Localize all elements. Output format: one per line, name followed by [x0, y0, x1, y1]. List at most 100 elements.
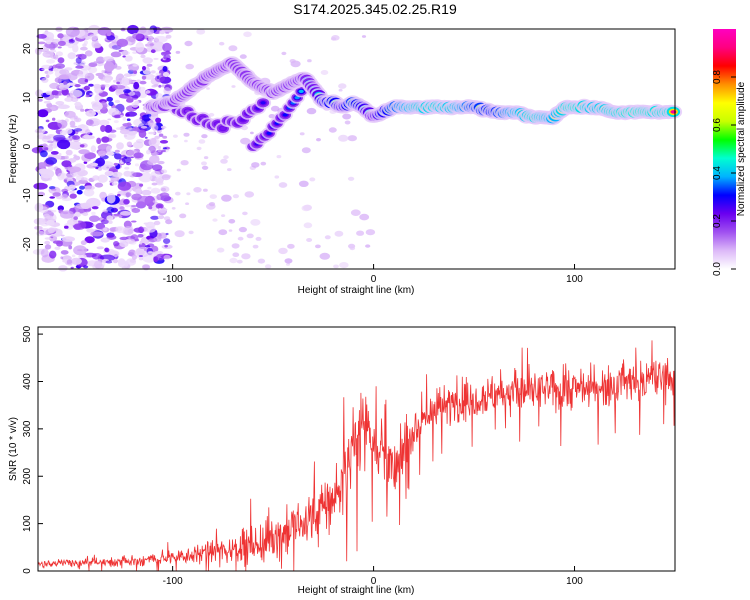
noise-blob: [158, 84, 162, 88]
noise-blob: [70, 257, 82, 265]
noise-blob: [93, 83, 102, 89]
faint-blob: [241, 253, 251, 260]
faint-blob: [274, 175, 280, 179]
snr-x-ticks: -100 0 100: [163, 566, 583, 587]
faint-blob: [281, 51, 287, 56]
noise-blob: [154, 176, 165, 184]
faint-blob: [221, 194, 232, 202]
noise-blob: [100, 237, 110, 243]
x-tick-label: 100: [566, 576, 583, 587]
noise-blob: [113, 120, 119, 124]
snr-frame: [37, 326, 676, 572]
noise-blob: [75, 65, 84, 69]
noise-blob: [111, 171, 123, 177]
faint-blob: [157, 149, 162, 153]
faint-blob: [153, 220, 161, 226]
noise-blob: [92, 118, 98, 122]
noise-blob: [123, 89, 131, 94]
noise-blob: [55, 101, 65, 106]
noise-blob: [44, 244, 52, 250]
noise-blob: [79, 185, 85, 190]
faint-blob: [196, 146, 202, 151]
x-tick-label: 100: [566, 274, 583, 285]
noise-blob: [131, 254, 137, 260]
noise-blob: [137, 195, 152, 206]
faint-blob: [306, 238, 313, 242]
noise-blob: [108, 101, 114, 107]
noise-blob: [75, 118, 80, 122]
noise-blob: [70, 96, 79, 102]
noise-blob: [117, 181, 132, 191]
noise-blob: [106, 35, 116, 41]
faint-blob: [333, 264, 339, 269]
noise-blob: [59, 82, 64, 86]
noise-blob: [127, 252, 134, 256]
noise-blob: [98, 167, 102, 171]
faint-blob: [264, 264, 272, 269]
noise-blob: [140, 125, 148, 129]
noise-blob: [148, 35, 154, 42]
faint-blob: [309, 177, 316, 182]
noise-blob: [154, 74, 165, 83]
noise-blob: [55, 51, 64, 57]
noise-blob: [126, 98, 134, 103]
y-tick-label: 0: [22, 568, 33, 574]
noise-blob: [86, 228, 95, 233]
noise-blob: [55, 63, 65, 69]
noise-blob: [130, 204, 138, 208]
noise-blob: [108, 129, 117, 133]
snr-y-label: SNR (10 * v/v): [8, 417, 19, 481]
noise-blob: [60, 210, 74, 219]
noise-blob: [69, 193, 77, 199]
noise-blob: [163, 54, 171, 60]
faint-blob: [201, 161, 207, 166]
faint-blob: [176, 168, 181, 172]
faint-blob: [175, 191, 181, 196]
x-tick-label: -100: [163, 274, 183, 285]
noise-blob: [151, 182, 158, 186]
noise-blob: [103, 209, 108, 213]
noise-blob: [92, 264, 99, 270]
faint-blob: [171, 207, 176, 210]
noise-blob: [120, 50, 130, 56]
faint-blob: [161, 84, 166, 88]
faint-blob: [232, 252, 240, 257]
faint-blob: [196, 28, 206, 35]
faint-blob: [252, 244, 259, 249]
noise-blob: [113, 79, 117, 83]
noise-blob: [113, 162, 118, 166]
noise-blob: [146, 251, 154, 257]
noise-blob: [88, 83, 94, 87]
noise-blob: [66, 259, 73, 265]
faint-blob: [174, 230, 185, 238]
noise-blob: [112, 258, 118, 264]
y-tick-label: -20: [22, 237, 33, 252]
noise-blob: [76, 189, 83, 195]
noise-blob: [106, 206, 115, 214]
noise-blob: [72, 135, 80, 140]
noise-blob: [132, 64, 138, 67]
y-tick-label: 0: [22, 143, 33, 149]
noise-blob: [68, 39, 74, 42]
colorbar: 0.0 0.2 0.4 0.6 0.8 Normalized spectral ampl…: [712, 29, 747, 276]
faint-blob: [206, 87, 210, 90]
noise-blob: [101, 136, 110, 143]
noise-blob: [108, 220, 113, 224]
noise-blob: [165, 232, 169, 236]
noise-blob: [37, 98, 43, 102]
faint-blob: [201, 165, 209, 170]
noise-blob: [121, 76, 130, 87]
noise-blob: [102, 56, 115, 62]
faint-blob: [212, 218, 218, 222]
noise-blob: [149, 43, 155, 46]
noise-blob: [61, 160, 72, 168]
noise-blob: [69, 190, 75, 194]
faint-blob: [209, 194, 217, 200]
noise-blob: [96, 56, 105, 64]
noise-blob: [146, 63, 153, 67]
faint-blob: [260, 161, 267, 166]
noise-blob: [106, 31, 112, 37]
noise-blob: [84, 79, 89, 83]
noise-blob: [160, 187, 167, 192]
noise-blob: [137, 234, 144, 238]
